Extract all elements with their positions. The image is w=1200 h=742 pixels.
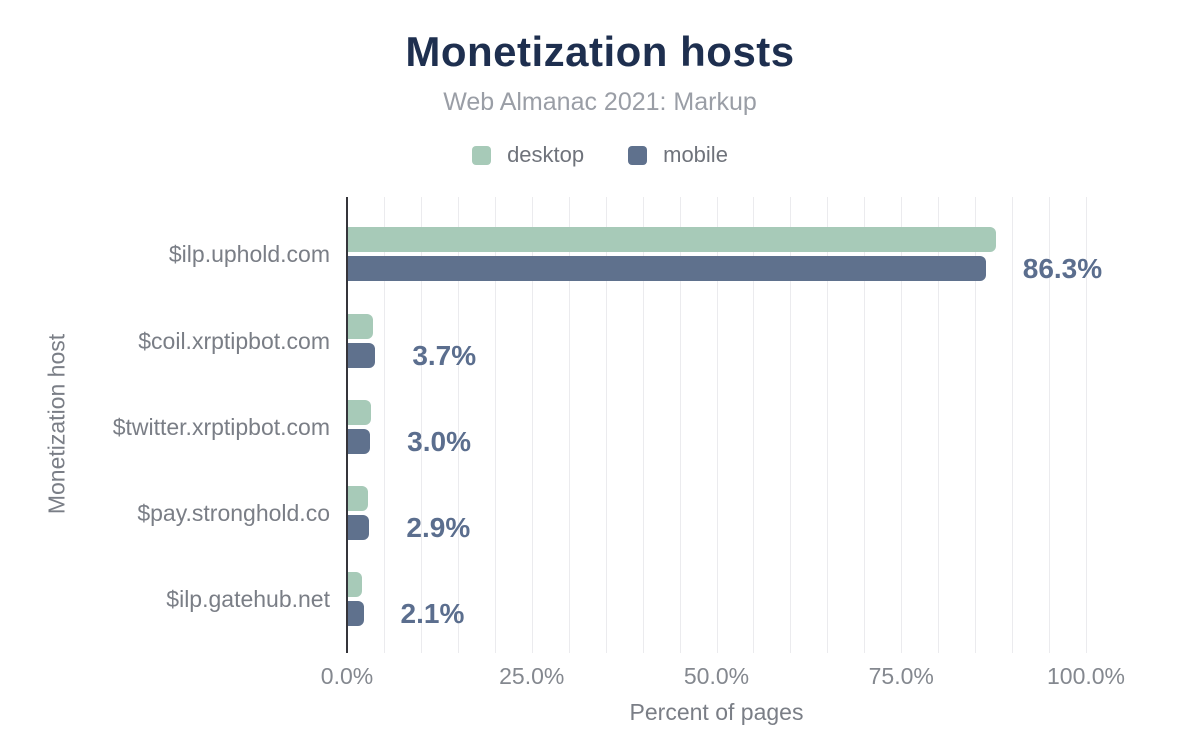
gridline-25 bbox=[531, 197, 533, 653]
bar-desktop-3[interactable] bbox=[348, 486, 368, 511]
gridline-90 bbox=[1012, 197, 1014, 653]
gridline-85 bbox=[975, 197, 977, 653]
y-axis-line bbox=[346, 197, 348, 653]
gridline-60 bbox=[790, 197, 792, 653]
bar-desktop-4[interactable] bbox=[348, 572, 363, 597]
category-label-1: $coil.xrptipbot.com bbox=[138, 328, 330, 354]
gridline-10 bbox=[420, 197, 422, 653]
legend: desktop mobile bbox=[0, 142, 1200, 168]
gridline-100 bbox=[1086, 197, 1087, 653]
gridline-70 bbox=[864, 197, 866, 653]
gridline-50 bbox=[716, 197, 718, 653]
value-label-1: 3.7% bbox=[412, 339, 477, 371]
legend-label-desktop: desktop bbox=[507, 142, 585, 167]
x-axis-title: Percent of pages bbox=[629, 699, 804, 725]
value-label-4: 2.1% bbox=[400, 597, 465, 629]
x-tick-100: 100.0% bbox=[1046, 663, 1125, 689]
category-label-0: $ilp.uphold.com bbox=[168, 241, 330, 267]
chart-subtitle: Web Almanac 2021: Markup bbox=[443, 88, 757, 116]
gridline-55 bbox=[753, 197, 755, 653]
bar-desktop-0[interactable] bbox=[348, 227, 997, 252]
category-label-4: $ilp.gatehub.net bbox=[166, 586, 330, 612]
gridline-45 bbox=[679, 197, 681, 653]
gridline-20 bbox=[494, 197, 496, 653]
chart-title: Monetization hosts bbox=[405, 28, 795, 75]
x-tick-0: 0.0% bbox=[320, 663, 374, 689]
legend-swatch-desktop-icon bbox=[472, 145, 492, 165]
bar-mobile-0[interactable] bbox=[348, 256, 986, 281]
value-label-2: 3.0% bbox=[407, 425, 471, 457]
bar-desktop-2[interactable] bbox=[348, 400, 371, 425]
legend-item-desktop[interactable]: desktop bbox=[472, 142, 584, 168]
x-tick-50: 50.0% bbox=[683, 663, 750, 689]
category-label-3: $pay.stronghold.co bbox=[137, 500, 330, 526]
x-tick-75: 75.0% bbox=[868, 663, 934, 689]
plot-area: 86.3% 3.7% 3.0% 2.9% 2.1% bbox=[346, 197, 1102, 653]
gridline-30 bbox=[568, 197, 570, 653]
gridline-80 bbox=[938, 197, 940, 653]
legend-item-mobile[interactable]: mobile bbox=[628, 142, 728, 168]
value-label-0: 86.3% bbox=[1022, 252, 1103, 284]
legend-label-mobile: mobile bbox=[663, 142, 728, 167]
gridline-15 bbox=[457, 197, 459, 653]
gridline-5 bbox=[383, 197, 385, 653]
bar-mobile-1[interactable] bbox=[348, 343, 376, 368]
legend-swatch-mobile-icon bbox=[628, 145, 648, 165]
x-tick-25: 25.0% bbox=[499, 663, 565, 689]
bar-mobile-3[interactable] bbox=[348, 515, 370, 540]
gridline-95 bbox=[1049, 197, 1051, 653]
gridline-75 bbox=[901, 197, 903, 653]
category-label-2: $twitter.xrptipbot.com bbox=[112, 414, 330, 440]
gridline-65 bbox=[827, 197, 829, 653]
bar-mobile-4[interactable] bbox=[348, 601, 364, 626]
bar-mobile-2[interactable] bbox=[348, 429, 371, 454]
bar-desktop-1[interactable] bbox=[348, 314, 374, 339]
gridline-40 bbox=[642, 197, 644, 653]
value-label-3: 2.9% bbox=[406, 511, 471, 543]
gridline-35 bbox=[605, 197, 607, 653]
